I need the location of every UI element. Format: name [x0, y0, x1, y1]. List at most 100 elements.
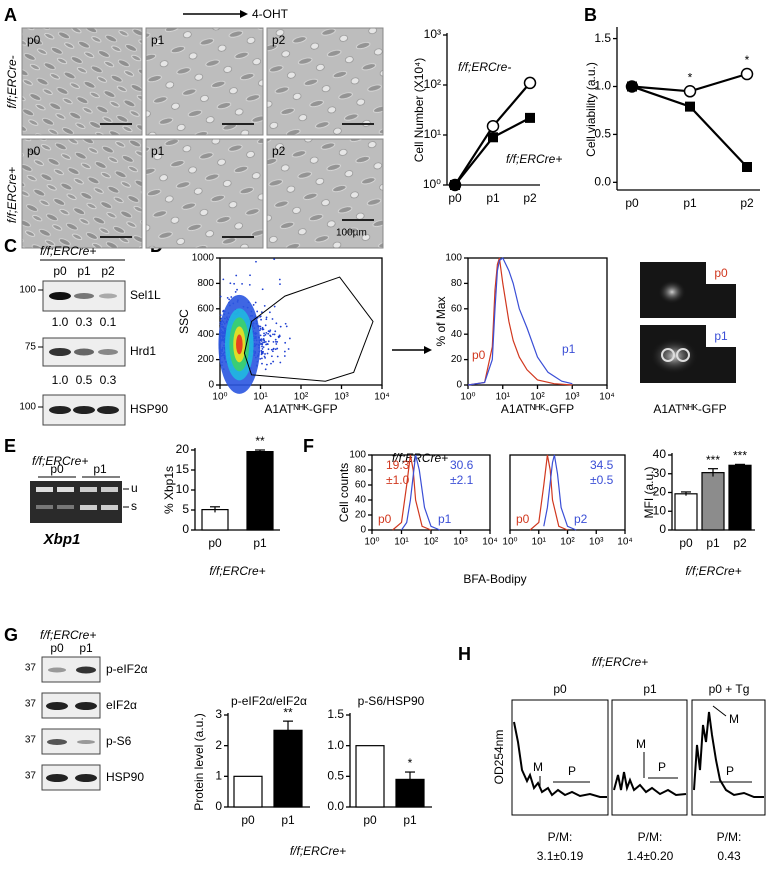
- bar: [674, 493, 698, 531]
- image-label: p2: [272, 144, 286, 158]
- ratio-label: P/M:: [638, 830, 663, 844]
- event-dot: [261, 362, 263, 365]
- event-dot: [267, 348, 270, 351]
- y-tick-label: 80: [451, 278, 463, 289]
- blot-label: Sel1L: [130, 288, 161, 302]
- x-tick-label: p0: [363, 813, 377, 827]
- cell-ring: [676, 348, 690, 362]
- blot-label: p-eIF2α: [106, 662, 148, 676]
- annotation: 19.3: [386, 458, 410, 472]
- annotation: ±2.1: [450, 473, 474, 487]
- point: [740, 67, 754, 81]
- x-tick-label: 10⁰: [212, 392, 227, 403]
- row-label: f/f;ERCre-: [5, 55, 19, 108]
- chart-title: p-S6/HSP90: [358, 694, 425, 708]
- x-tick-label: p0: [679, 536, 693, 550]
- y-tick-label: 10: [176, 482, 190, 496]
- bar: [273, 729, 303, 808]
- event-dot: [259, 329, 261, 332]
- event-dot: [219, 295, 222, 298]
- series-label: p2: [574, 512, 588, 526]
- event-dot: [276, 340, 279, 343]
- event-dot: [261, 352, 264, 355]
- event-dot: [261, 347, 264, 350]
- bar: [728, 464, 752, 531]
- gate: [243, 276, 374, 382]
- significance: ***: [733, 449, 747, 463]
- event-dot: [234, 291, 237, 293]
- event-dot: [283, 355, 286, 357]
- event-dot: [265, 363, 268, 366]
- series-line: [467, 257, 573, 386]
- event-dot: [263, 334, 265, 337]
- event-dot: [265, 316, 268, 319]
- series-label: f/f;ERCre-: [458, 60, 511, 74]
- significance: **: [283, 705, 293, 719]
- event-dot: [249, 274, 251, 277]
- x-tick-label: 10⁰: [364, 537, 379, 548]
- significance: *: [745, 53, 750, 67]
- event-dot: [278, 278, 281, 281]
- event-dot: [259, 325, 262, 328]
- event-dot: [275, 322, 278, 325]
- y-tick-label: 400: [197, 329, 214, 340]
- event-dot: [266, 343, 269, 346]
- panel-label: A: [4, 5, 17, 25]
- panel-label: E: [4, 436, 16, 456]
- x-tick-label: p2: [740, 196, 754, 210]
- ratio-label: P/M:: [548, 830, 573, 844]
- mw-marker: 75: [25, 342, 37, 353]
- event-dot: [264, 333, 267, 336]
- event-dot: [260, 353, 263, 356]
- series-line: [392, 454, 432, 531]
- y-tick-label: 1: [215, 769, 222, 783]
- panel-label: H: [458, 644, 471, 664]
- panel-label: G: [4, 625, 18, 645]
- event-dot: [266, 352, 269, 355]
- y-tick-label: 10: [653, 503, 667, 517]
- scale-bars: [100, 123, 374, 238]
- x-tick-label: p1: [706, 536, 720, 550]
- ratio-value: 0.43: [717, 849, 741, 863]
- quant: 0.3: [76, 315, 93, 329]
- label-box: [706, 262, 736, 284]
- peak-markers: [539, 705, 752, 786]
- x-tick-label: p0: [448, 191, 462, 205]
- mw-marker: 100: [19, 285, 36, 296]
- y-tick-label: 0: [182, 522, 189, 536]
- y-tick-label: 2: [215, 738, 222, 752]
- event-dot: [259, 315, 262, 318]
- event-dot: [271, 350, 274, 353]
- event-dot: [273, 333, 276, 336]
- annotation: 34.5: [590, 458, 614, 472]
- blot-label: Hrd1: [130, 344, 156, 358]
- event-dot: [264, 356, 267, 359]
- genotype: f/f;ERCre+: [40, 628, 96, 642]
- y-tick-label: 600: [197, 303, 214, 314]
- event-dot: [276, 347, 279, 350]
- genotype: f/f;ERCre+: [592, 655, 648, 669]
- x-tick-label: p1: [683, 196, 697, 210]
- event-dot: [261, 343, 264, 346]
- event-dot: [276, 355, 279, 358]
- blot-label: HSP90: [130, 402, 168, 416]
- event-dot: [248, 283, 251, 286]
- point: [523, 76, 537, 90]
- x-tick-label: 10⁴: [599, 392, 614, 403]
- x-tick-label: p1: [403, 813, 417, 827]
- event-dot: [272, 360, 275, 363]
- x-tick-label: p2: [523, 191, 537, 205]
- y-tick-label: 800: [197, 278, 214, 289]
- event-dot: [285, 325, 288, 328]
- gene-label: Xbp1: [43, 531, 81, 548]
- series-label: p0: [472, 348, 486, 362]
- event-dot: [219, 314, 222, 317]
- ratio-value: 3.1±0.19: [537, 849, 584, 863]
- gel: [30, 481, 129, 523]
- event-dot: [255, 260, 257, 263]
- y-tick-label: 1.0: [327, 738, 344, 752]
- event-dot: [226, 296, 229, 299]
- band-label: s: [131, 499, 137, 513]
- y-tick-label: 20: [451, 354, 463, 365]
- point: [450, 180, 460, 190]
